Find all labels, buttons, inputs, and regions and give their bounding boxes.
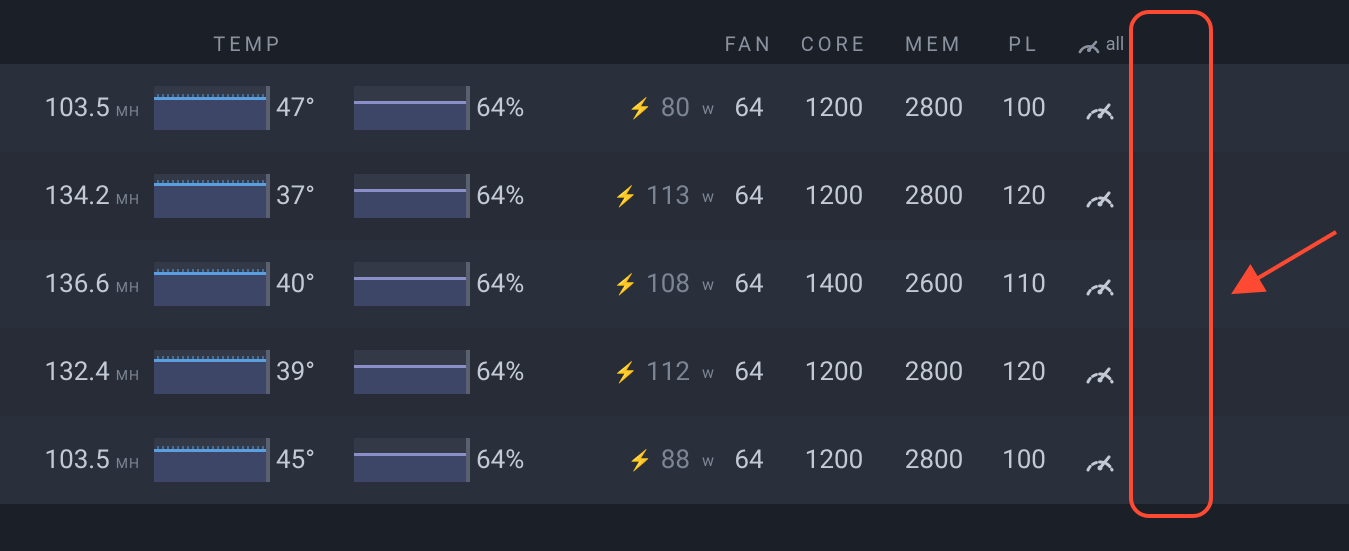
- power-limit: 120: [984, 181, 1064, 211]
- power-value: ⚡113w: [613, 181, 714, 211]
- power-value: ⚡108w: [613, 269, 714, 299]
- fan-speed: 64: [714, 181, 784, 211]
- col-temp: TEMP: [213, 32, 282, 56]
- hashrate-unit: MH: [116, 280, 140, 296]
- fan-speed: 64: [714, 445, 784, 475]
- core-clock: 1200: [784, 181, 884, 211]
- overclock-button[interactable]: [1083, 183, 1117, 209]
- fan-sparkline: [348, 174, 476, 218]
- fan-percent: 64%: [476, 269, 554, 299]
- hashrate: 103.5MH: [44, 93, 148, 123]
- col-fan: FAN: [714, 32, 784, 56]
- hashrate-unit: MH: [116, 456, 140, 472]
- temp-value: 39°: [276, 357, 348, 387]
- bolt-icon: ⚡: [613, 184, 638, 208]
- gpu-row: 103.5MH 47° 64% ⚡80w6412002800100: [0, 64, 1349, 152]
- power-limit: 100: [984, 445, 1064, 475]
- header-row: TEMP FAN CORE MEM PL all: [0, 8, 1349, 64]
- temp-sparkline: [148, 86, 276, 130]
- gpu-row: 134.2MH 37° 64% ⚡113w6412002800120: [0, 152, 1349, 240]
- temp-sparkline: [148, 438, 276, 482]
- power-limit: 100: [984, 93, 1064, 123]
- fan-sparkline: [348, 86, 476, 130]
- col-mem: MEM: [884, 32, 984, 56]
- fan-sparkline: [348, 438, 476, 482]
- bolt-icon: ⚡: [628, 448, 653, 472]
- power-value: ⚡112w: [613, 357, 714, 387]
- core-clock: 1200: [784, 93, 884, 123]
- all-label: all: [1106, 34, 1125, 55]
- hashrate: 134.2MH: [44, 181, 148, 211]
- power-value: ⚡88w: [628, 445, 714, 475]
- col-pl: PL: [984, 32, 1064, 56]
- power-limit: 110: [984, 269, 1064, 299]
- fan-percent: 64%: [476, 357, 554, 387]
- hashrate-unit: MH: [116, 192, 140, 208]
- temp-sparkline: [148, 262, 276, 306]
- fan-percent: 64%: [476, 445, 554, 475]
- hashrate: 103.5MH: [44, 445, 148, 475]
- bolt-icon: ⚡: [613, 360, 638, 384]
- temp-value: 47°: [276, 93, 348, 123]
- overclock-button[interactable]: [1083, 95, 1117, 121]
- gpu-rows: 103.5MH47°64%⚡80w6412002800100134.2MH37°…: [0, 64, 1349, 504]
- fan-speed: 64: [714, 357, 784, 387]
- core-clock: 1200: [784, 357, 884, 387]
- overclock-all-button[interactable]: all: [1076, 34, 1125, 55]
- mem-clock: 2800: [884, 93, 984, 123]
- mem-clock: 2800: [884, 181, 984, 211]
- core-clock: 1200: [784, 445, 884, 475]
- overclock-button[interactable]: [1083, 359, 1117, 385]
- gpu-row: 132.4MH 39° 64% ⚡112w6412002800120: [0, 328, 1349, 416]
- mem-clock: 2600: [884, 269, 984, 299]
- hashrate-unit: MH: [116, 368, 140, 384]
- fan-speed: 64: [714, 269, 784, 299]
- fan-sparkline: [348, 262, 476, 306]
- overclock-button[interactable]: [1083, 271, 1117, 297]
- temp-value: 45°: [276, 445, 348, 475]
- hashrate-unit: MH: [116, 104, 140, 120]
- hashrate: 132.4MH: [44, 357, 148, 387]
- mem-clock: 2800: [884, 357, 984, 387]
- gpu-row: 103.5MH 45° 64% ⚡88w6412002800100: [0, 416, 1349, 504]
- power-limit: 120: [984, 357, 1064, 387]
- gpu-row: 136.6MH 40° 64% ⚡108w6414002600110: [0, 240, 1349, 328]
- fan-percent: 64%: [476, 181, 554, 211]
- fan-percent: 64%: [476, 93, 554, 123]
- temp-sparkline: [148, 174, 276, 218]
- bolt-icon: ⚡: [613, 272, 638, 296]
- fan-sparkline: [348, 350, 476, 394]
- power-value: ⚡80w: [628, 93, 714, 123]
- overclock-button[interactable]: [1083, 447, 1117, 473]
- temp-value: 40°: [276, 269, 348, 299]
- mem-clock: 2800: [884, 445, 984, 475]
- fan-speed: 64: [714, 93, 784, 123]
- col-core: CORE: [784, 32, 884, 56]
- gpu-stats-panel: TEMP FAN CORE MEM PL all 103.5MH 47° 64% ⚡8…: [0, 0, 1349, 551]
- bolt-icon: ⚡: [628, 96, 653, 120]
- core-clock: 1400: [784, 269, 884, 299]
- temp-sparkline: [148, 350, 276, 394]
- hashrate: 136.6MH: [44, 269, 148, 299]
- gauge-icon: [1076, 34, 1102, 54]
- temp-value: 37°: [276, 181, 348, 211]
